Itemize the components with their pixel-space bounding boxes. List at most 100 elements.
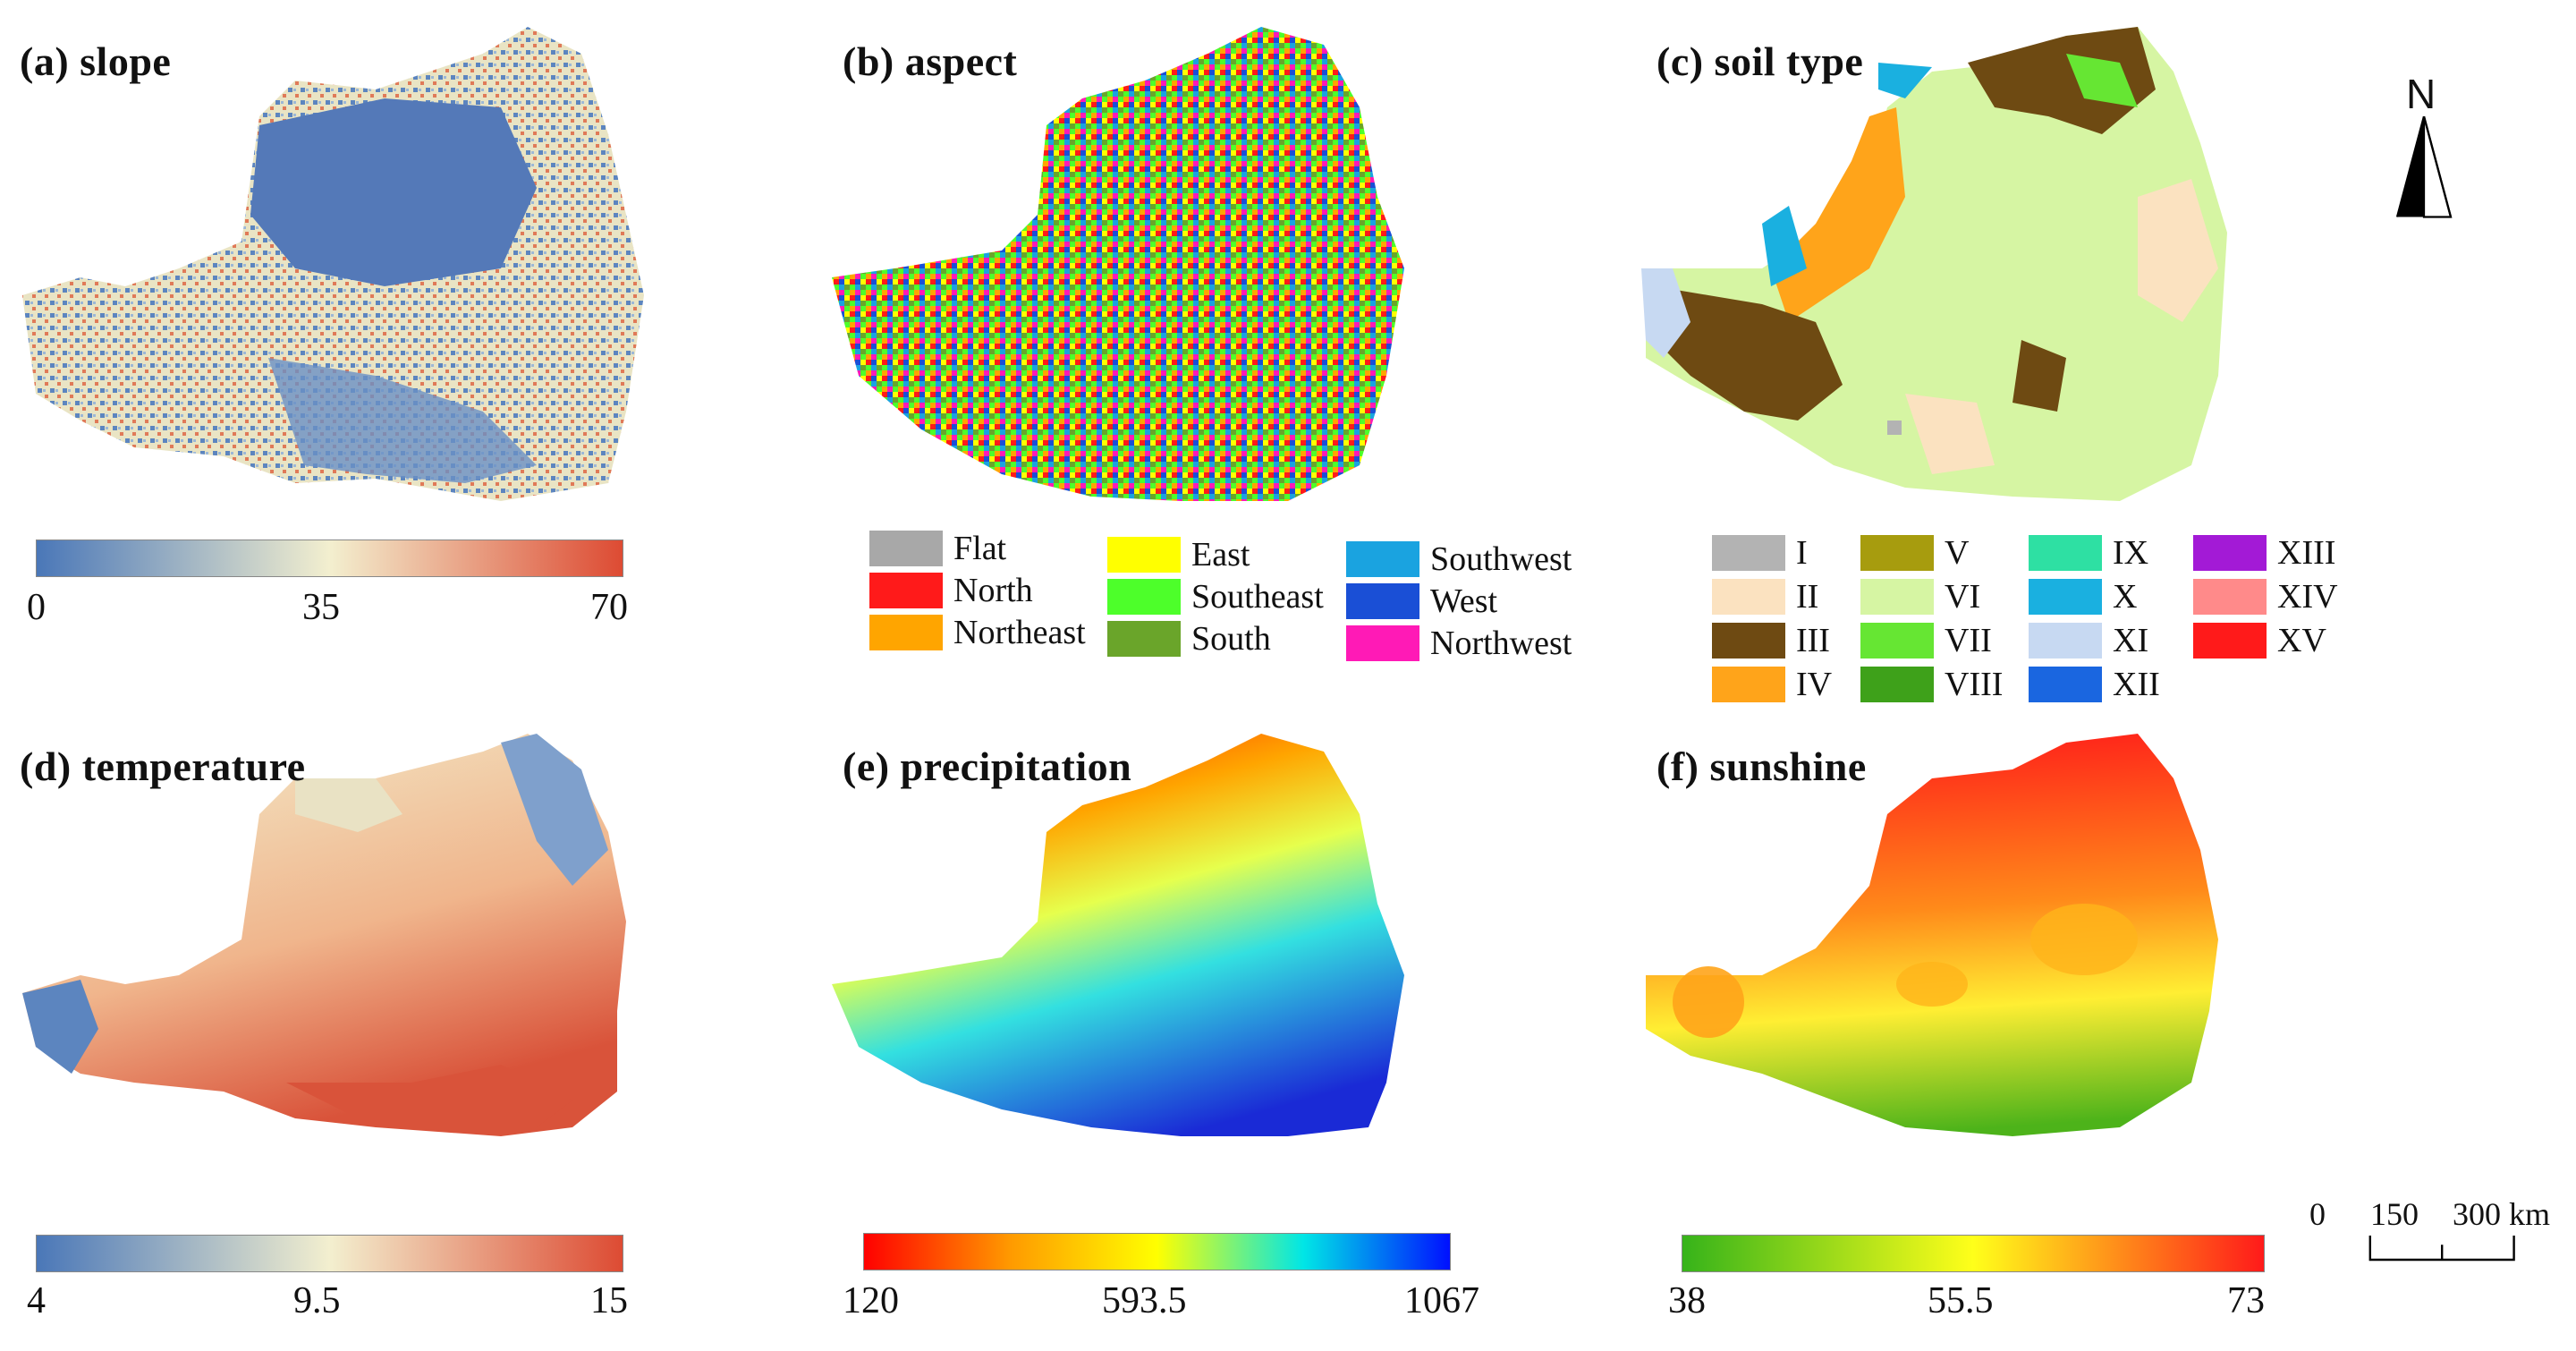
scale-bar-label-150: 150 <box>2370 1196 2419 1232</box>
legend-label: XIII <box>2277 534 2336 572</box>
colorbar-max-label: 1067 <box>1404 1280 1479 1321</box>
panel-title: (e) precipitation <box>843 743 1132 789</box>
legend-item-north: North <box>869 572 1033 609</box>
legend-item-east: East <box>1107 536 1250 574</box>
legend-label: East <box>1191 536 1250 574</box>
legend-item-soil-14: XIV <box>2193 578 2338 616</box>
sunshine-map <box>1646 734 2218 1136</box>
colorbar-mid-label: 9.5 <box>293 1280 341 1321</box>
legend-swatch <box>1346 541 1419 577</box>
legend-item-soil-6: VI <box>1860 578 1981 616</box>
scale-bar-label-0: 0 <box>2309 1196 2326 1232</box>
legend-swatch <box>2193 623 2267 659</box>
legend-item-flat: Flat <box>869 530 1007 567</box>
panel-sunshine: (f) sunshine 38 55.5 73 <box>1637 707 2424 1351</box>
legend-item-northeast: Northeast <box>869 614 1086 651</box>
legend-item-west: West <box>1346 582 1497 620</box>
legend-swatch <box>1860 579 1934 615</box>
legend-label: X <box>2113 578 2138 616</box>
temperature-colorbar <box>36 1235 623 1272</box>
legend-label: XI <box>2113 622 2149 659</box>
panel-title: (c) soil type <box>1657 38 1864 84</box>
legend-label: V <box>1945 534 1970 572</box>
colorbar-mid-label: 55.5 <box>1928 1280 1994 1321</box>
legend-label: II <box>1796 578 1819 616</box>
legend-swatch <box>1346 625 1419 661</box>
aspect-map <box>832 27 1404 501</box>
legend-label: VII <box>1945 622 1992 659</box>
colorbar-mid-label: 35 <box>302 587 340 628</box>
legend-label: Southeast <box>1191 578 1324 616</box>
legend-label: South <box>1191 620 1271 658</box>
scale-bar <box>2368 1236 2515 1262</box>
panel-title: (b) aspect <box>843 38 1018 84</box>
sunshine-colorbar <box>1682 1235 2265 1272</box>
panel-temperature: (d) temperature 4 9.5 15 <box>0 707 787 1351</box>
legend-label: IV <box>1796 666 1833 703</box>
colorbar-min-label: 120 <box>843 1280 899 1321</box>
scale-bar-label-300: 300 km <box>2453 1196 2551 1232</box>
legend-label: Northwest <box>1430 625 1572 662</box>
legend-swatch <box>1107 537 1181 573</box>
legend-item-south: South <box>1107 620 1271 658</box>
slope-map <box>22 27 644 501</box>
legend-item-southeast: Southeast <box>1107 578 1324 616</box>
slope-colorbar <box>36 540 623 577</box>
legend-swatch <box>1860 667 1934 702</box>
north-arrow-icon <box>2395 116 2453 218</box>
legend-swatch <box>2193 579 2267 615</box>
legend-swatch <box>869 615 943 650</box>
legend-item-soil-13: XIII <box>2193 534 2336 572</box>
legend-swatch <box>1107 621 1181 657</box>
legend-swatch <box>1712 667 1785 702</box>
legend-swatch <box>869 531 943 566</box>
panel-aspect: (b) aspect Flat North Northeast East Sou… <box>823 0 1610 662</box>
panel-title: (f) sunshine <box>1657 743 1867 789</box>
colorbar-mid-label: 593.5 <box>1102 1280 1187 1321</box>
legend-label: XIV <box>2277 578 2338 616</box>
legend-label: XII <box>2113 666 2160 703</box>
legend-label: Flat <box>953 530 1007 567</box>
legend-item-soil-11: XI <box>2029 622 2149 659</box>
legend-item-soil-3: III <box>1712 622 1830 659</box>
panel-title: (a) slope <box>20 38 172 84</box>
colorbar-min-label: 4 <box>27 1280 46 1321</box>
colorbar-max-label: 73 <box>2227 1280 2265 1321</box>
legend-swatch <box>1712 579 1785 615</box>
temperature-map <box>22 734 626 1136</box>
legend-swatch <box>2029 579 2102 615</box>
legend-label: Southwest <box>1430 540 1572 578</box>
legend-item-soil-12: XII <box>2029 666 2160 703</box>
legend-swatch <box>2029 667 2102 702</box>
legend-item-soil-15: XV <box>2193 622 2326 659</box>
precipitation-map <box>832 734 1404 1136</box>
legend-swatch <box>1860 535 1934 571</box>
precipitation-colorbar <box>863 1233 1451 1270</box>
legend-item-soil-7: VII <box>1860 622 1992 659</box>
colorbar-max-label: 70 <box>590 587 628 628</box>
legend-swatch <box>2193 535 2267 571</box>
legend-label: VIII <box>1945 666 2004 703</box>
panel-precipitation: (e) precipitation 120 593.5 1067 <box>823 707 1610 1351</box>
colorbar-min-label: 0 <box>27 587 46 628</box>
legend-label: VI <box>1945 578 1981 616</box>
legend-swatch <box>869 573 943 608</box>
legend-swatch <box>1860 623 1934 659</box>
legend-label: XV <box>2277 622 2326 659</box>
legend-swatch <box>1712 535 1785 571</box>
legend-item-southwest: Southwest <box>1346 540 1572 578</box>
legend-swatch <box>1712 623 1785 659</box>
legend-label: Northeast <box>953 614 1086 651</box>
legend-item-soil-8: VIII <box>1860 666 2004 703</box>
north-arrow-label: N <box>2406 71 2436 117</box>
legend-label: I <box>1796 534 1808 572</box>
legend-label: IX <box>2113 534 2149 572</box>
colorbar-max-label: 15 <box>590 1280 628 1321</box>
legend-label: III <box>1796 622 1830 659</box>
legend-item-soil-4: IV <box>1712 666 1833 703</box>
legend-label: North <box>953 572 1033 609</box>
legend-item-northwest: Northwest <box>1346 625 1572 662</box>
legend-swatch <box>2029 623 2102 659</box>
panel-soil-type: (c) soil type I II III IV V VI VII VIII … <box>1637 0 2424 703</box>
legend-swatch <box>2029 535 2102 571</box>
